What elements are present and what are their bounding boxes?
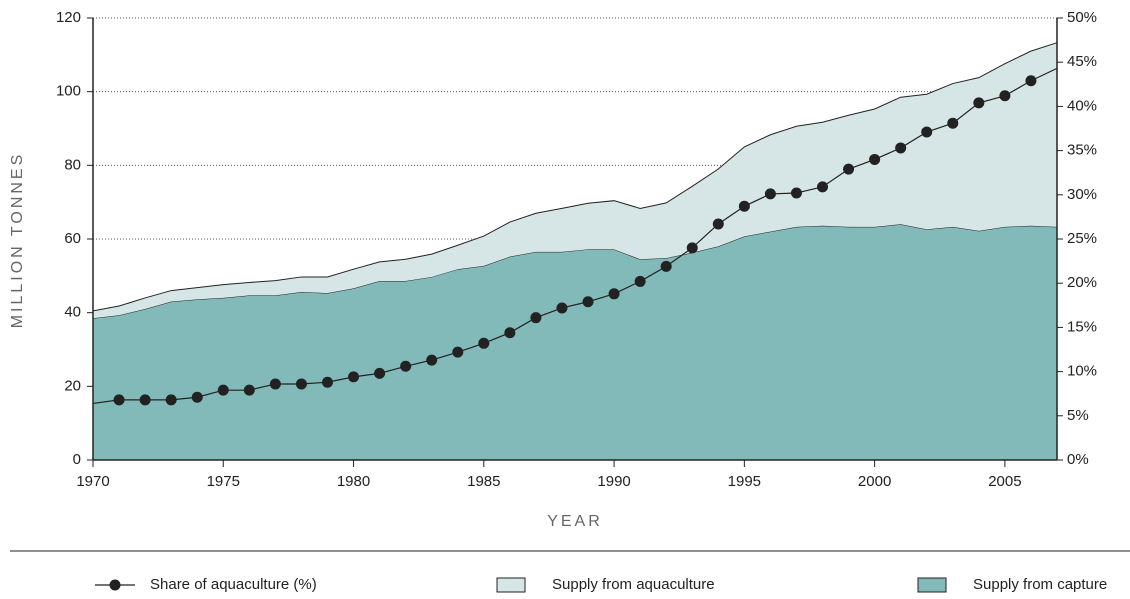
legend-marker — [109, 579, 121, 591]
y2-tick-label: 45% — [1067, 53, 1097, 70]
line-marker — [139, 394, 151, 406]
line-marker — [869, 153, 881, 165]
line-marker — [1025, 75, 1037, 87]
line-marker — [113, 394, 125, 406]
x-tick-label: 1985 — [467, 473, 500, 490]
line-marker — [843, 163, 855, 175]
legend-label: Share of aquaculture (%) — [150, 576, 317, 593]
area — [93, 224, 1057, 460]
line-marker — [764, 188, 776, 200]
y2-tick-label: 15% — [1067, 318, 1097, 335]
line-marker — [999, 90, 1011, 102]
y2-tick-label: 25% — [1067, 230, 1097, 247]
legend-swatch — [917, 577, 947, 593]
line-marker — [608, 288, 620, 300]
y-tick-label: 120 — [56, 9, 81, 26]
line-marker — [269, 378, 281, 390]
line-marker — [921, 126, 933, 138]
line-marker — [817, 181, 829, 193]
x-tick-label: 1975 — [207, 473, 240, 490]
line-marker — [530, 312, 542, 324]
area-edge — [92, 42, 1058, 312]
y-axis-label: MILLION TONNES — [9, 152, 26, 329]
y2-tick-label: 5% — [1067, 407, 1089, 424]
area — [93, 42, 1057, 319]
x-tick-label: 1970 — [76, 473, 109, 490]
x-tick-label: 1995 — [728, 473, 761, 490]
line-marker — [556, 302, 568, 314]
line-marker — [348, 371, 360, 383]
y-tick-label: 0 — [73, 451, 81, 468]
line-marker — [400, 360, 412, 372]
y2-tick-label: 20% — [1067, 274, 1097, 291]
y2-tick-label: 10% — [1067, 363, 1097, 380]
line-marker — [947, 117, 959, 129]
legend-label: Supply from aquaculture — [552, 576, 715, 593]
line-marker — [452, 346, 464, 358]
x-tick-label: 2000 — [858, 473, 891, 490]
x-tick-label: 2005 — [988, 473, 1021, 490]
legend-swatch — [496, 577, 526, 593]
line-marker — [686, 242, 698, 254]
line-marker — [295, 378, 307, 390]
line-marker — [243, 384, 255, 396]
line-marker — [582, 296, 594, 308]
line-marker — [790, 187, 802, 199]
line-marker — [478, 337, 490, 349]
line-marker — [895, 142, 907, 154]
line-marker — [217, 384, 229, 396]
line-marker — [426, 354, 438, 366]
y-tick-label: 80 — [64, 156, 81, 173]
line-marker — [504, 327, 516, 339]
x-axis-label: YEAR — [547, 513, 603, 530]
y-tick-label: 20 — [64, 377, 81, 394]
y2-tick-label: 0% — [1067, 451, 1089, 468]
line-marker — [321, 376, 333, 388]
y2-tick-label: 30% — [1067, 186, 1097, 203]
y-tick-label: 40 — [64, 304, 81, 321]
line-marker — [660, 260, 672, 272]
legend-label: Supply from capture — [973, 576, 1107, 593]
line-marker — [165, 394, 177, 406]
line-marker — [374, 367, 386, 379]
y2-tick-label: 50% — [1067, 9, 1097, 26]
x-tick-label: 1980 — [337, 473, 370, 490]
y-tick-label: 100 — [56, 83, 81, 100]
y-tick-label: 60 — [64, 230, 81, 247]
y2-tick-label: 35% — [1067, 142, 1097, 159]
line-marker — [712, 218, 724, 230]
y2-tick-label: 40% — [1067, 97, 1097, 114]
x-tick-label: 1990 — [597, 473, 630, 490]
line-marker — [738, 200, 750, 212]
line-marker — [634, 275, 646, 287]
line-marker — [191, 391, 203, 403]
line-marker — [973, 97, 985, 109]
